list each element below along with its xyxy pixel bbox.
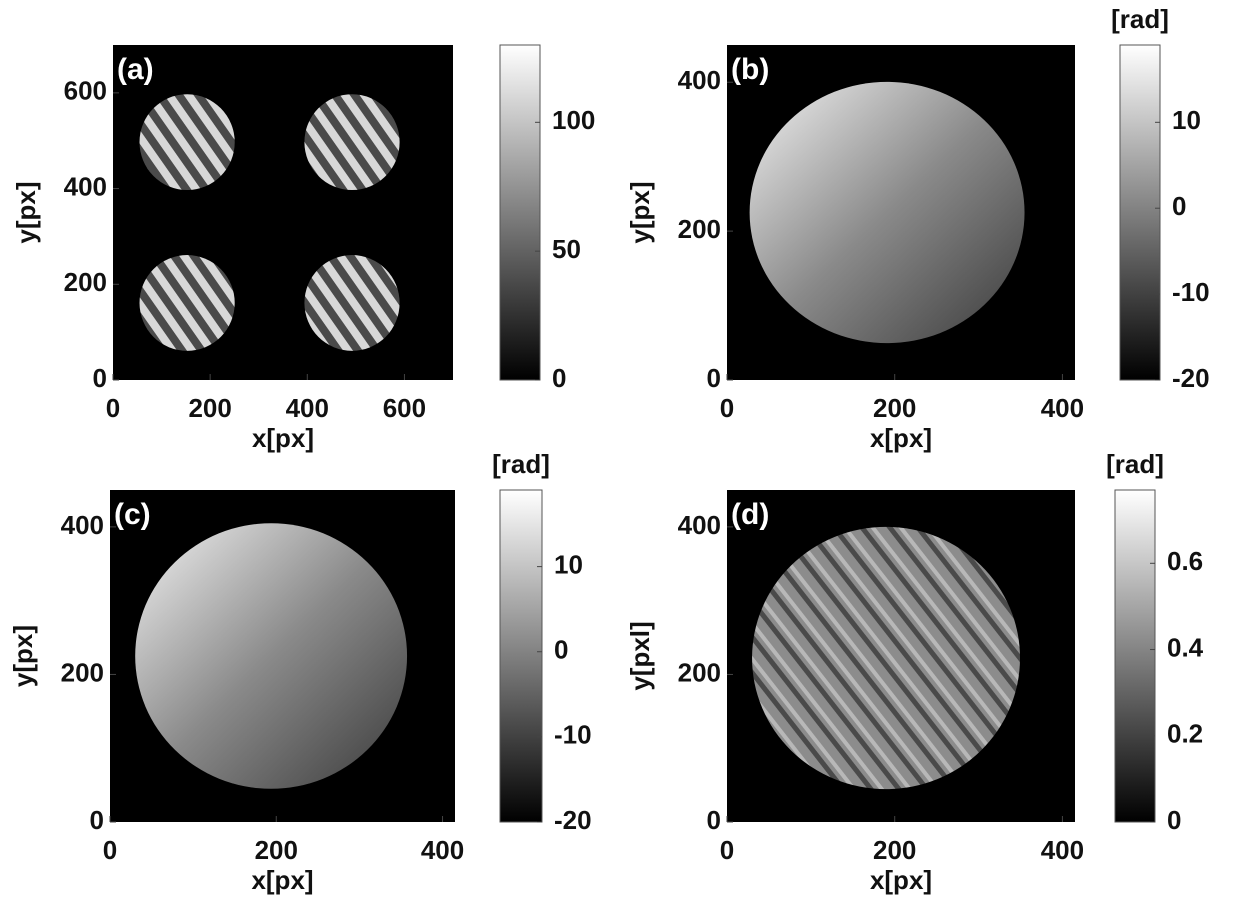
colorbar — [1115, 490, 1155, 822]
colorbar-tick-label: 0 — [554, 635, 568, 665]
colorbar-tick-label: 0 — [552, 363, 566, 393]
x-tick-label: 400 — [1041, 393, 1084, 423]
x-axis-label: x[px] — [870, 865, 932, 895]
x-tick-label: 400 — [421, 835, 464, 865]
panel-label: (c) — [114, 498, 151, 531]
y-tick-label: 200 — [64, 267, 107, 297]
colorbar — [500, 45, 540, 380]
image-object — [140, 255, 235, 351]
image-object — [304, 255, 399, 351]
y-axis-label: y[px] — [11, 181, 41, 243]
y-axis-label: y[px] — [625, 181, 655, 243]
x-tick-label: 200 — [873, 835, 916, 865]
x-tick-label: 400 — [1041, 835, 1084, 865]
image-object — [750, 82, 1025, 343]
x-tick-label: 200 — [255, 835, 298, 865]
colorbar-tick-label: 0 — [1167, 805, 1181, 835]
y-tick-label: 200 — [61, 657, 104, 687]
colorbar-tick-label: 100 — [552, 105, 595, 135]
colorbar-tick-label: 50 — [552, 234, 581, 264]
panel-label: (b) — [731, 53, 769, 86]
colorbar-label: [rad] — [1106, 449, 1164, 479]
colorbar — [1120, 45, 1160, 380]
colorbar-label: [rad] — [492, 449, 550, 479]
y-tick-label: 600 — [64, 76, 107, 106]
y-tick-label: 400 — [64, 171, 107, 201]
image-object — [135, 523, 407, 789]
y-tick-label: 200 — [678, 657, 721, 687]
colorbar-tick-label: 0.2 — [1167, 719, 1203, 749]
colorbar-tick-label: 10 — [554, 549, 583, 579]
y-tick-label: 0 — [90, 805, 104, 835]
colorbar — [500, 490, 542, 822]
colorbar-tick-label: -10 — [1172, 277, 1210, 307]
colorbar-tick-label: -10 — [554, 720, 592, 750]
image-object — [304, 94, 399, 190]
x-tick-label: 0 — [106, 393, 120, 423]
colorbar-label: [rad] — [1111, 4, 1169, 34]
y-axis-label: y[px] — [8, 625, 38, 687]
figure: (a)02004006000200400600x[px]y[px]050100(… — [0, 0, 1234, 912]
colorbar-tick-label: 0.4 — [1167, 632, 1204, 662]
colorbar-tick-label: 10 — [1172, 105, 1201, 135]
x-tick-label: 0 — [720, 835, 734, 865]
panel-label: (a) — [117, 53, 154, 86]
colorbar-tick-label: -20 — [554, 805, 592, 835]
x-tick-label: 400 — [286, 393, 329, 423]
x-tick-label: 0 — [720, 393, 734, 423]
y-tick-label: 0 — [707, 805, 721, 835]
y-tick-label: 400 — [678, 65, 721, 95]
colorbar-tick-label: 0 — [1172, 191, 1186, 221]
panel-label: (d) — [731, 498, 769, 531]
colorbar-tick-label: 0.6 — [1167, 546, 1203, 576]
y-axis-label: y[pxl] — [625, 621, 655, 690]
x-axis-label: x[px] — [870, 423, 932, 453]
x-tick-label: 0 — [103, 835, 117, 865]
y-tick-label: 0 — [707, 363, 721, 393]
image-object — [752, 527, 1020, 789]
y-tick-label: 200 — [678, 214, 721, 244]
y-tick-label: 0 — [93, 363, 107, 393]
x-axis-label: x[px] — [252, 423, 314, 453]
image-object — [140, 94, 235, 190]
x-tick-label: 200 — [873, 393, 916, 423]
x-axis-label: x[px] — [251, 865, 313, 895]
y-tick-label: 400 — [61, 510, 104, 540]
x-tick-label: 600 — [383, 393, 426, 423]
y-tick-label: 400 — [678, 510, 721, 540]
x-tick-label: 200 — [188, 393, 231, 423]
colorbar-tick-label: -20 — [1172, 363, 1210, 393]
